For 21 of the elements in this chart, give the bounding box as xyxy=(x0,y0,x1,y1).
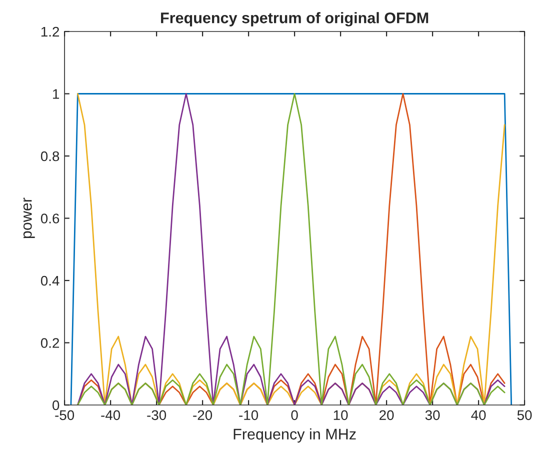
y-tick-label: 1 xyxy=(53,89,60,99)
y-tick-label: 0.4 xyxy=(40,276,60,286)
y-tick-label: 0.6 xyxy=(40,214,60,224)
x-tick-label: -20 xyxy=(193,410,212,420)
x-tick-label: -40 xyxy=(101,410,120,420)
x-tick-label: 20 xyxy=(380,410,394,420)
y-tick-label: 0 xyxy=(52,400,60,410)
x-tick-label: 50 xyxy=(517,410,532,420)
x-tick-label: 40 xyxy=(471,410,486,420)
x-tick-label: 10 xyxy=(334,410,348,420)
x-axis-title: Frequency in MHz xyxy=(234,428,356,443)
y-tick-label: 0.2 xyxy=(40,338,60,348)
x-tick-label: -30 xyxy=(147,410,166,420)
y-tick-label: 0.8 xyxy=(40,151,60,162)
x-tick-label: -10 xyxy=(239,410,258,420)
x-tick-label: 0 xyxy=(291,410,298,420)
chart-title: Frequency spetrum of original OFDM xyxy=(161,12,428,26)
y-axis-title: power xyxy=(23,198,35,238)
x-tick-label: -50 xyxy=(55,410,74,420)
y-tick-label: 1.2 xyxy=(41,26,60,37)
x-tick-label: 30 xyxy=(425,410,440,420)
